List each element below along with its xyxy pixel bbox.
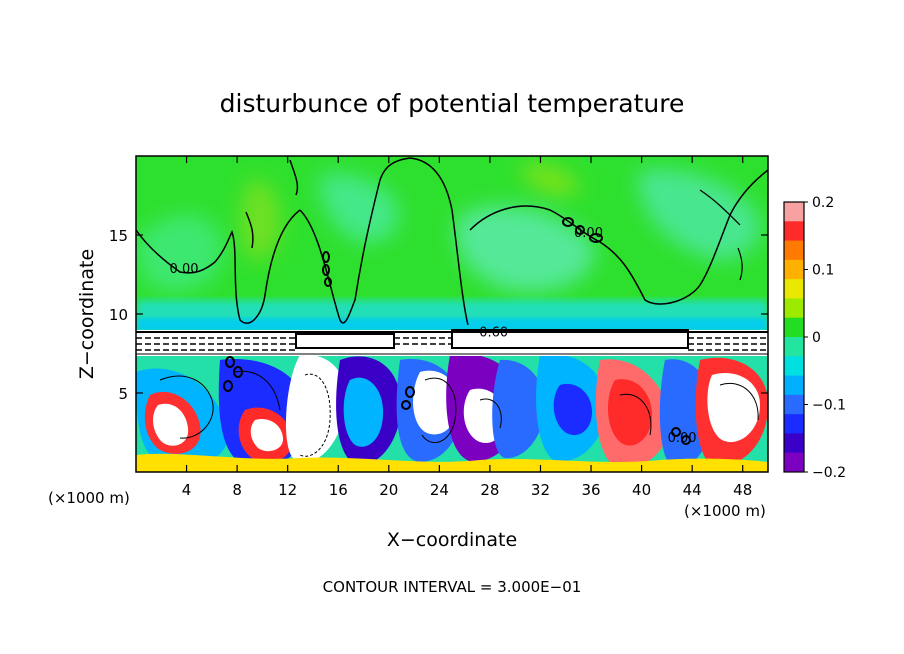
y-tick-label: 15: [109, 227, 128, 245]
colorbar-swatch: [784, 259, 804, 280]
x-tick-label: 36: [581, 481, 600, 499]
x-tick-label: 44: [683, 481, 702, 499]
contour-interval-note: CONTOUR INTERVAL = 3.000E−01: [323, 578, 582, 596]
colorbar-tick-label: −0.1: [812, 398, 846, 414]
x-tick-label: 8: [232, 481, 242, 499]
x-tick-label: 28: [480, 481, 499, 499]
x-tick-label: 16: [329, 481, 348, 499]
x-tick-label: 12: [278, 481, 297, 499]
colorbar-swatch: [784, 221, 804, 242]
chart-title: disturbunce of potential temperature: [220, 89, 685, 118]
colorbar-swatch: [784, 337, 804, 357]
colorbar: 0.2 0.1 0 −0.1 −0.2: [783, 195, 846, 481]
contour-label: 0.00: [668, 431, 697, 446]
heatmap-field: [136, 156, 768, 472]
colorbar-swatch: [784, 317, 804, 338]
colorbar-swatch: [784, 240, 804, 261]
colorbar-swatch: [784, 298, 804, 319]
y-tick-label: 5: [118, 385, 128, 403]
contour-label: 0.00: [170, 262, 199, 277]
x-units-left: (×1000 m): [48, 489, 130, 507]
x-tick-label: 4: [182, 481, 192, 499]
y-axis: 5 10 15: [109, 227, 768, 403]
colorbar-swatch: [784, 452, 804, 473]
colorbar-swatch: [784, 356, 804, 377]
colorbar-tick-label: 0: [812, 330, 821, 346]
colorbar-tick-label: −0.2: [812, 465, 846, 481]
x-axis: 4 8 12 16 20 24 28 32 36 40 44 48: [182, 156, 752, 499]
x-tick-label: 48: [733, 481, 752, 499]
x-units-right: (×1000 m): [684, 502, 766, 520]
colorbar-swatch: [784, 375, 804, 396]
colorbar-swatch: [784, 433, 804, 454]
contour-label: 0.60: [479, 325, 508, 340]
x-tick-label: 32: [531, 481, 550, 499]
x-tick-label: 20: [379, 481, 398, 499]
contour-label: 0.00: [574, 226, 603, 241]
colorbar-tick-label: 0.1: [812, 263, 834, 279]
colorbar-swatch: [784, 202, 804, 222]
x-tick-label: 40: [632, 481, 651, 499]
colorbar-tick-label: 0.2: [812, 195, 834, 211]
y-axis-label: Z−coordinate: [76, 249, 98, 379]
contour-labels: 0.00 0.00 0.60 0.00: [170, 226, 697, 446]
colorbar-swatch: [784, 414, 804, 434]
x-tick-label: 24: [430, 481, 449, 499]
colorbar-swatch: [784, 394, 804, 415]
colorbar-swatch: [784, 279, 804, 299]
y-tick-label: 10: [109, 306, 128, 324]
x-axis-label: X−coordinate: [387, 529, 517, 551]
